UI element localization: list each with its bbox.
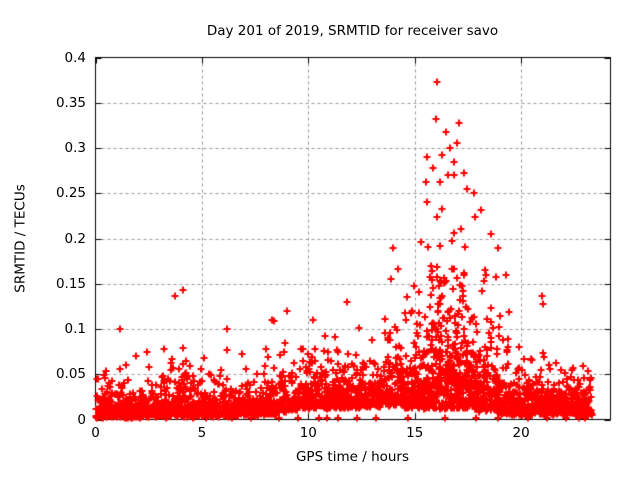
x-tick-label: 10 bbox=[299, 425, 317, 441]
y-tick-label: 0 bbox=[77, 411, 86, 428]
y-tick-label: 0.3 bbox=[64, 140, 86, 156]
y-tick-label: 0.15 bbox=[55, 275, 86, 292]
y-tick-label: 0.4 bbox=[64, 49, 86, 66]
x-tick-label: 20 bbox=[512, 425, 530, 441]
y-tick-label: 0.25 bbox=[55, 185, 86, 202]
x-tick-label: 15 bbox=[406, 425, 424, 441]
x-tick-label: 0 bbox=[91, 425, 100, 441]
y-tick-label: 0.05 bbox=[55, 366, 86, 383]
x-axis-label: GPS time / hours bbox=[295, 449, 410, 465]
y-tick-label: 0.35 bbox=[55, 94, 86, 111]
x-tick-label: 5 bbox=[197, 425, 207, 441]
chart-title: Day 201 of 2019, SRMTID for receiver sav… bbox=[206, 23, 499, 39]
y-tick-label: 0.1 bbox=[64, 321, 86, 337]
y-tick-label: 0.2 bbox=[64, 230, 86, 247]
